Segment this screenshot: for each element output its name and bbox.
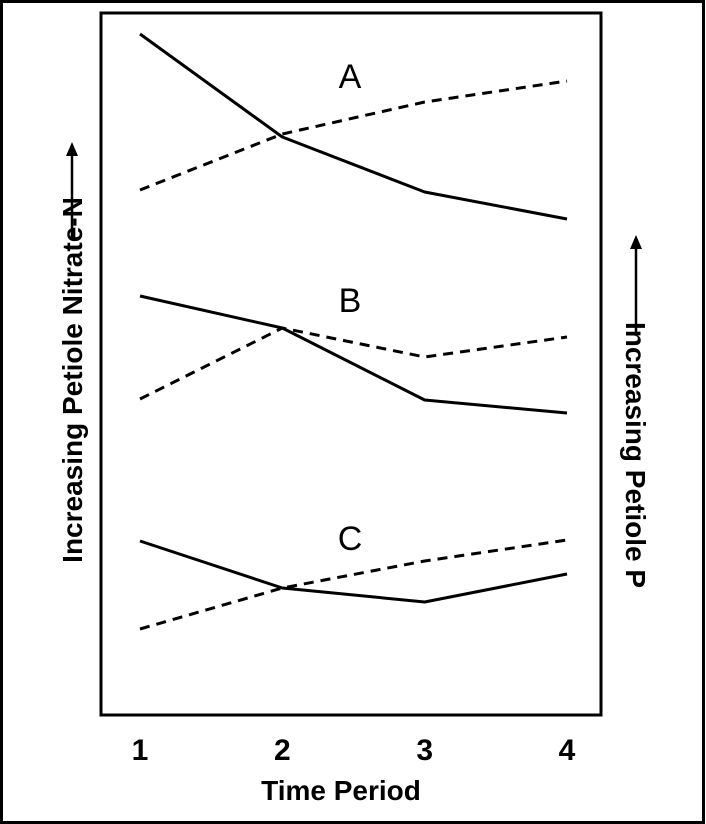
- series-line-a-solid: [139, 32, 568, 221]
- panel-label-a: A: [339, 58, 362, 96]
- left-axis-arrow-head: [66, 142, 78, 156]
- right-axis-title: Increasing Petiole P: [620, 322, 651, 588]
- series-lines: [139, 32, 568, 631]
- series-line-b-dashed: [139, 326, 568, 401]
- series-line-a-dashed: [139, 79, 568, 192]
- x-tick-labels: 1 2 3 4: [132, 734, 576, 767]
- left-axis-title: Increasing Petiole Nitrate-N: [57, 197, 88, 563]
- plot-area: [99, 11, 603, 717]
- series-line-b-solid: [139, 294, 568, 415]
- left-axis-title-group: Increasing Petiole Nitrate-N: [57, 142, 88, 563]
- right-axis-title-group: Increasing Petiole P: [620, 235, 651, 588]
- panel-label-c: C: [338, 520, 363, 558]
- x-tick-label: 1: [132, 734, 149, 767]
- x-tick-label: 2: [274, 734, 291, 767]
- x-tick-label: 3: [416, 734, 433, 767]
- panel-label-b: B: [339, 282, 362, 320]
- x-axis-title: Time Period: [261, 775, 421, 806]
- right-axis-arrow-head: [630, 235, 642, 249]
- series-line-c-dashed: [139, 538, 568, 631]
- x-tick-label: 4: [559, 734, 576, 767]
- series-line-c-solid: [139, 539, 568, 604]
